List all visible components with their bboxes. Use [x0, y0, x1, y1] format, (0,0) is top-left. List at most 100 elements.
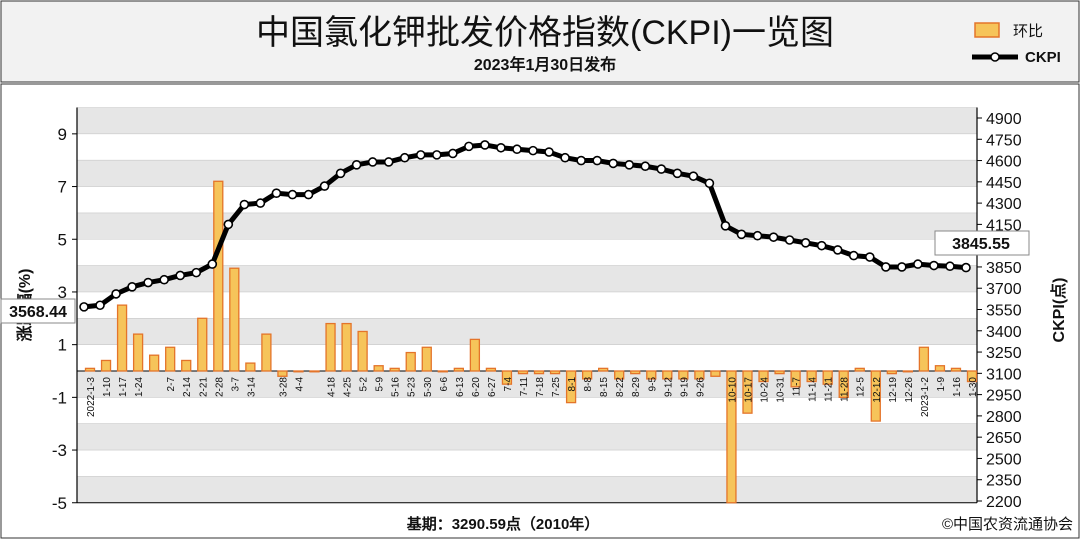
ckpi-point [768, 232, 779, 242]
ckpi-point [480, 140, 490, 150]
x-tick-label: 7-18 [535, 377, 546, 397]
x-tick-label: 9-26 [695, 377, 706, 397]
y-right-tick-label: 4750 [986, 132, 1022, 149]
x-tick-label: 8-29 [631, 377, 642, 397]
bar [84, 367, 96, 372]
bar [870, 370, 881, 422]
ckpi-point [576, 155, 586, 166]
ckpi-point [496, 142, 506, 153]
y-right-tick-label: 2950 [986, 388, 1022, 405]
bar [630, 370, 641, 375]
y-right-tick-label: 2350 [986, 473, 1022, 490]
bar [165, 346, 176, 372]
bar [934, 365, 946, 372]
x-tick-label: 8-15 [599, 377, 610, 397]
x-tick-label: 12-12 [872, 377, 883, 403]
ckpi-point [271, 188, 282, 198]
y-right-tick-label: 2650 [986, 430, 1022, 447]
bar [742, 370, 753, 414]
x-tick-label: 1-16 [952, 377, 963, 397]
ckpi-markers [79, 140, 971, 312]
x-tick-label: 5-16 [391, 377, 402, 397]
y-right-tick-label: 2200 [986, 494, 1022, 511]
end-value-label: 3845.55 [952, 236, 1010, 253]
bar [822, 370, 833, 385]
bar-series-huanbi [84, 180, 978, 504]
bar [245, 362, 256, 372]
ckpi-point [688, 171, 699, 181]
bar [469, 338, 481, 372]
ckpi-point [159, 274, 169, 285]
x-tick-label: 7-11 [519, 377, 530, 397]
bar [213, 180, 224, 372]
ckpi-point [255, 198, 266, 208]
bar [581, 370, 593, 380]
y-left-tick-label: -5 [52, 494, 67, 513]
bar [726, 370, 737, 504]
y-right-tick-label: 4450 [986, 175, 1022, 192]
bar [598, 367, 609, 372]
x-tick-label: 3-28 [278, 377, 289, 397]
bar [229, 267, 240, 372]
bar [886, 370, 897, 375]
y-right-tick-label: 4600 [986, 154, 1022, 171]
bar [774, 370, 785, 375]
ckpi-point [945, 261, 955, 272]
bar [549, 370, 561, 375]
ckpi-point [913, 259, 923, 269]
bar [902, 370, 914, 373]
ckpi-point [287, 189, 298, 200]
y-right-tick-label: 3400 [986, 324, 1022, 341]
legend-bar-label: 环比 [1013, 23, 1043, 40]
x-tick-label: 6-13 [455, 377, 466, 397]
x-tick-label: 6-27 [487, 377, 498, 397]
x-tick-label: 2-21 [198, 377, 209, 397]
x-tick-label: 10-31 [776, 377, 787, 403]
bar [790, 370, 801, 388]
bar [806, 370, 817, 383]
bar [950, 367, 962, 372]
x-tick-label: 1-9 [936, 377, 947, 392]
bar [533, 370, 545, 375]
bar [389, 367, 400, 372]
plot-panel [0, 83, 1080, 539]
ckpi-point [929, 260, 939, 271]
base-period-note: 基期：3290.59点（2010年） [406, 515, 600, 533]
ckpi-point [592, 155, 602, 166]
ckpi-point [351, 160, 362, 170]
end-value-box [934, 230, 1030, 256]
ckpi-point [95, 300, 105, 311]
ckpi-point [544, 147, 554, 157]
bar [261, 333, 272, 372]
y-right-tick-label: 4900 [986, 111, 1022, 128]
ckpi-point [816, 240, 827, 251]
ckpi-point [640, 161, 651, 172]
y-right-tick-label: 3550 [986, 303, 1022, 320]
grid-band [77, 160, 977, 187]
ckpi-point [897, 262, 907, 272]
bar [293, 370, 304, 373]
bar [421, 346, 432, 372]
ckpi-point [624, 160, 635, 170]
x-tick-label: 11-21 [824, 377, 835, 402]
x-tick-label: 12-26 [904, 377, 915, 403]
ckpi-point [881, 262, 891, 272]
ckpi-point [656, 164, 667, 174]
chart-legend: 环比 CKPI [972, 22, 1061, 66]
x-tick-label: 5-30 [423, 377, 434, 397]
x-tick-label: 4-18 [327, 377, 338, 397]
header-panel [0, 0, 1080, 83]
bar [373, 365, 384, 372]
x-tick-label: 6-20 [471, 377, 482, 397]
bar [565, 370, 577, 404]
y-left-tick-label: -3 [52, 441, 67, 460]
grid-band [77, 476, 977, 503]
x-tick-label: 3-14 [246, 377, 257, 397]
end-value-callout: 3845.55 [934, 230, 1030, 256]
ckpi-point [207, 259, 218, 269]
ckpi-point [191, 267, 202, 278]
bar [662, 370, 673, 380]
ckpi-point [752, 230, 763, 241]
bar [838, 370, 849, 399]
